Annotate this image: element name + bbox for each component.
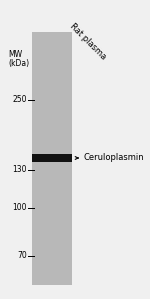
Bar — [32, 32, 72, 285]
Text: (kDa): (kDa) — [8, 59, 29, 68]
Text: Ceruloplasmin: Ceruloplasmin — [84, 153, 145, 162]
Bar — [32, 154, 72, 162]
Text: MW: MW — [8, 50, 22, 59]
Text: 70: 70 — [17, 251, 27, 260]
Text: 100: 100 — [12, 204, 27, 213]
Text: Rat plasma: Rat plasma — [68, 22, 108, 61]
Text: 250: 250 — [12, 95, 27, 104]
Text: 130: 130 — [12, 166, 27, 175]
